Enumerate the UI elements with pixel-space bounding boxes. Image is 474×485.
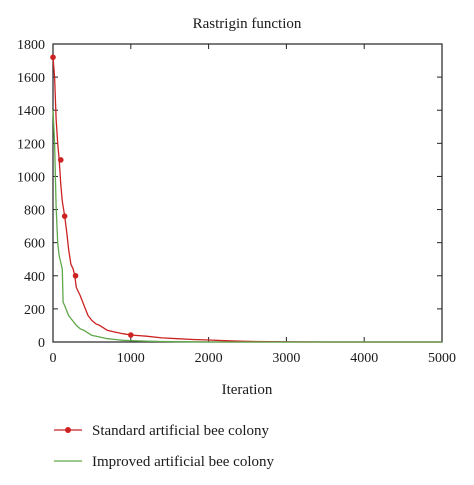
y-tick-label: 1000 (17, 170, 45, 185)
y-tick-label: 600 (24, 237, 45, 252)
legend-label-2: Improved artificial bee colony (92, 454, 275, 470)
y-axis: 0 200 400 600 800 1000 1200 1400 1600 1800 (17, 38, 442, 351)
x-axis-title: Iteration (222, 382, 273, 398)
chart-title: Rastrigin function (193, 16, 302, 32)
legend: Standard artificial bee colony Improved a… (54, 423, 275, 470)
legend-label-1: Standard artificial bee colony (92, 423, 270, 439)
y-tick-label: 1600 (17, 71, 45, 86)
x-tick-label: 5000 (428, 351, 456, 366)
y-tick-label: 800 (24, 204, 45, 219)
series-point-1 (58, 157, 64, 163)
series-point-1 (50, 54, 56, 60)
y-tick-label: 400 (24, 270, 45, 285)
legend-marker-1 (65, 427, 71, 433)
x-tick-label: 0 (50, 351, 57, 366)
plot-frame (53, 44, 442, 342)
x-axis: 0 1000 2000 3000 4000 5000 (50, 44, 457, 366)
x-tick-label: 3000 (272, 351, 300, 366)
y-tick-label: 200 (24, 303, 45, 318)
x-tick-label: 4000 (350, 351, 378, 366)
y-tick-label: 1200 (17, 137, 45, 152)
series-line-2 (53, 110, 442, 342)
series-layer (50, 54, 442, 342)
y-tick-label: 1800 (17, 38, 45, 53)
x-tick-label: 1000 (117, 351, 145, 366)
y-tick-label: 0 (38, 336, 45, 351)
series-line-1 (53, 57, 442, 342)
series-point-1 (73, 273, 79, 279)
series-point-1 (62, 213, 68, 219)
y-tick-label: 1400 (17, 104, 45, 119)
series-point-1 (128, 332, 134, 338)
x-tick-label: 2000 (195, 351, 223, 366)
